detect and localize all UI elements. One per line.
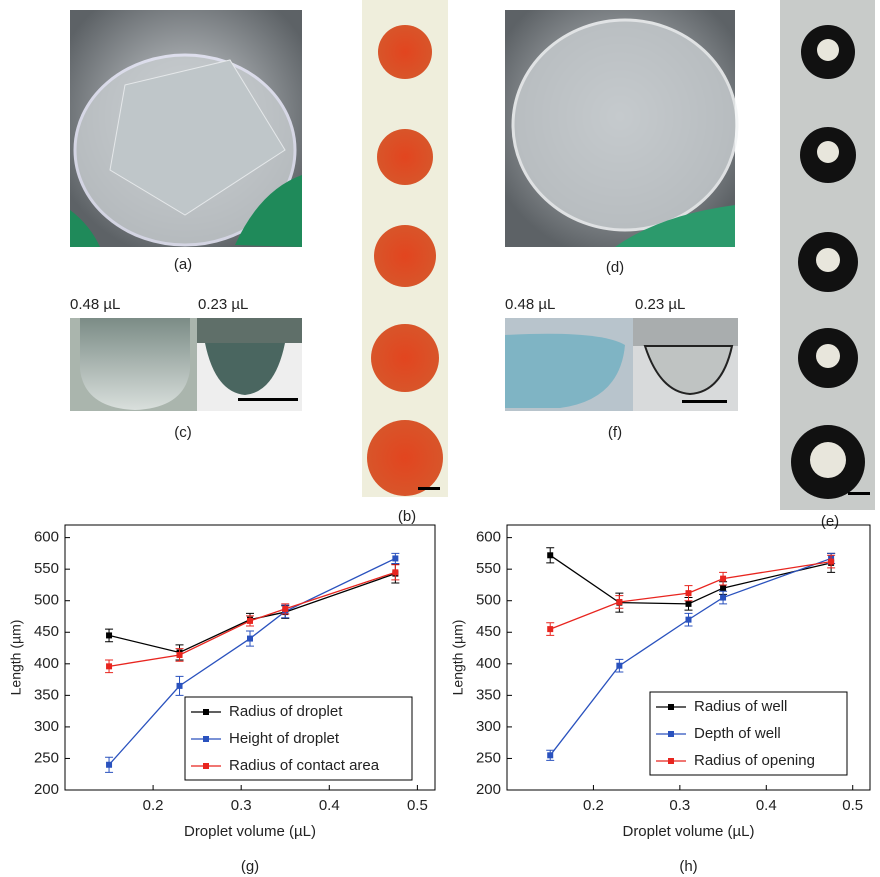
y-tick-label: 600 — [34, 529, 59, 546]
marker — [720, 576, 726, 582]
panel-label: (b) — [398, 508, 416, 525]
figure: (a) (b) (c) (d) (e) (f) 0.48 µL 0.23 µL … — [0, 0, 880, 877]
marker — [106, 663, 112, 669]
legend-label: Radius of droplet — [229, 703, 343, 720]
marker — [392, 555, 398, 561]
y-tick-label: 600 — [476, 529, 501, 546]
panel-label: (c) — [174, 424, 192, 441]
photo-f — [505, 318, 738, 411]
marker — [547, 752, 553, 758]
marker — [720, 585, 726, 591]
y-tick-label: 350 — [34, 686, 59, 703]
photo-e — [780, 0, 875, 510]
y-tick-label: 400 — [476, 655, 501, 672]
marker — [616, 599, 622, 605]
marker — [686, 601, 692, 607]
photo-b — [362, 0, 448, 497]
y-axis-label: Length (µm) — [8, 620, 24, 696]
legend-marker — [668, 704, 674, 710]
x-tick-label: 0.3 — [231, 797, 252, 814]
legend-marker — [203, 736, 209, 742]
x-tick-label: 0.5 — [407, 797, 428, 814]
y-tick-label: 350 — [476, 686, 501, 703]
y-tick-label: 300 — [476, 718, 501, 735]
panel-label: (f) — [608, 424, 622, 441]
marker — [686, 617, 692, 623]
y-tick-label: 250 — [34, 749, 59, 766]
y-tick-label: 250 — [476, 749, 501, 766]
series-line — [550, 555, 831, 604]
legend-label: Radius of contact area — [229, 757, 380, 774]
marker — [247, 618, 253, 624]
y-tick-label: 500 — [476, 592, 501, 609]
legend-label: Depth of well — [694, 725, 781, 742]
volume-label: 0.23 µL — [198, 296, 248, 313]
panel-label: (e) — [821, 513, 839, 530]
x-tick-label: 0.3 — [669, 797, 690, 814]
caption: (h) — [679, 858, 697, 875]
marker — [547, 626, 553, 632]
marker — [547, 552, 553, 558]
legend-label: Radius of opening — [694, 752, 815, 769]
x-tick-label: 0.4 — [756, 797, 777, 814]
marker — [177, 683, 183, 689]
legend-marker — [203, 709, 209, 715]
y-axis-label: Length (µm) — [450, 620, 466, 696]
photo-c — [70, 318, 302, 411]
y-tick-label: 200 — [476, 781, 501, 798]
y-tick-label: 300 — [34, 718, 59, 735]
y-tick-label: 450 — [476, 623, 501, 640]
x-tick-label: 0.5 — [842, 797, 863, 814]
volume-label: 0.48 µL — [70, 296, 120, 313]
y-tick-label: 400 — [34, 655, 59, 672]
y-tick-label: 450 — [34, 623, 59, 640]
photo-d — [505, 10, 737, 247]
marker — [828, 559, 834, 565]
marker — [282, 606, 288, 612]
legend-marker — [668, 731, 674, 737]
x-axis-label: Droplet volume (µL) — [622, 823, 754, 840]
y-tick-label: 550 — [34, 560, 59, 577]
panel-label: (a) — [174, 256, 192, 273]
panel-label: (d) — [606, 259, 624, 276]
marker — [177, 652, 183, 658]
marker — [392, 569, 398, 575]
marker — [686, 590, 692, 596]
marker — [616, 663, 622, 669]
legend-marker — [203, 763, 209, 769]
marker — [106, 762, 112, 768]
y-tick-label: 200 — [34, 781, 59, 798]
y-tick-label: 500 — [34, 592, 59, 609]
photo-a — [70, 10, 302, 247]
x-axis-label: Droplet volume (µL) — [184, 823, 316, 840]
legend-marker — [668, 758, 674, 764]
x-tick-label: 0.4 — [319, 797, 340, 814]
marker — [720, 595, 726, 601]
caption: (g) — [241, 858, 259, 875]
legend-label: Radius of well — [694, 698, 787, 715]
x-tick-label: 0.2 — [583, 797, 604, 814]
marker — [247, 636, 253, 642]
volume-label: 0.23 µL — [635, 296, 685, 313]
legend-label: Height of droplet — [229, 730, 340, 747]
volume-label: 0.48 µL — [505, 296, 555, 313]
x-tick-label: 0.2 — [143, 797, 164, 814]
marker — [106, 632, 112, 638]
y-tick-label: 550 — [476, 560, 501, 577]
